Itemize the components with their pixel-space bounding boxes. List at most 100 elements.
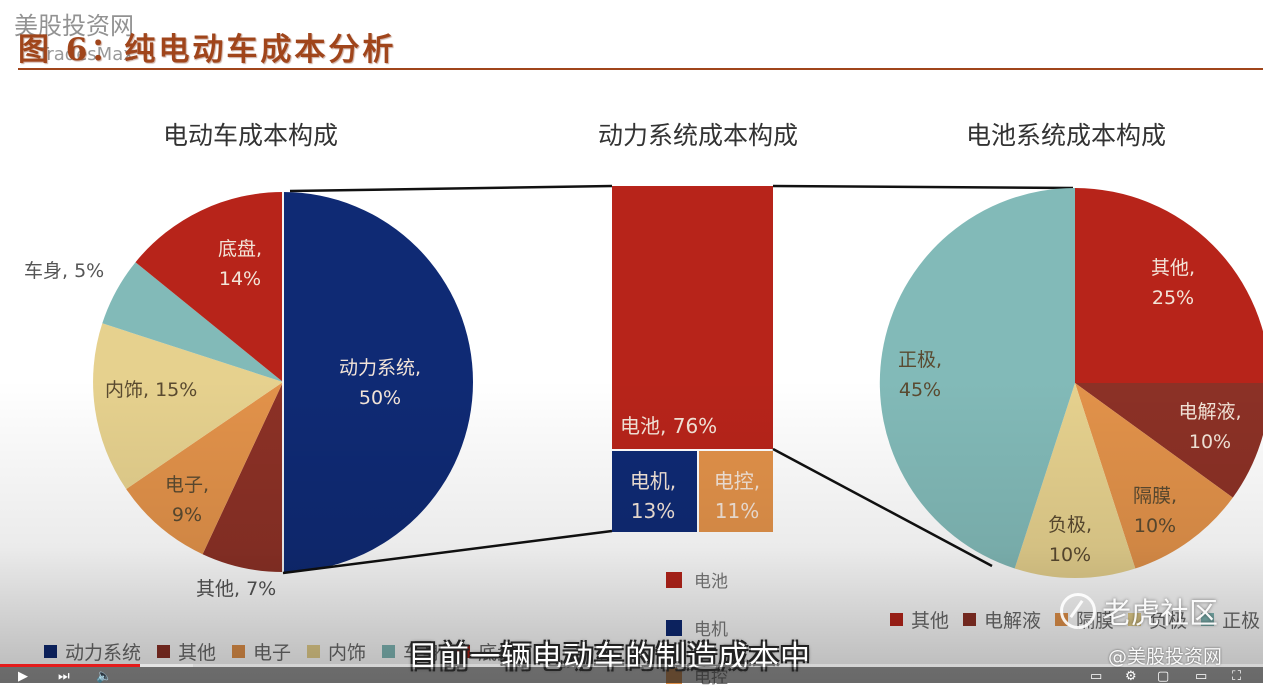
battery-label-anode: 负极, 10%: [1035, 510, 1105, 570]
legend-swatch-anode: [1128, 613, 1142, 626]
progress-played[interactable]: [0, 664, 140, 667]
battery-label-cathode-name: 正极,: [897, 349, 943, 371]
car-label-other: 其他, 7%: [196, 578, 277, 600]
car-chart-title: 电动车成本构成: [163, 121, 339, 150]
watermark-top: 美股投资网: [14, 12, 134, 40]
legend-item-electronics: 电子: [253, 642, 292, 664]
battery-label-cathode-pct: 45%: [898, 379, 942, 401]
car-label-power: 动力系统, 50%: [325, 353, 435, 413]
battery-label-electrolyte-pct: 10%: [1188, 431, 1232, 453]
bar-label-motor-name: 电机,: [629, 469, 677, 493]
legend-swatch-battery-other: [890, 613, 903, 626]
battery-slice-cathode: [879, 187, 1075, 569]
car-slice-interior: [93, 323, 284, 490]
battery-label-separator-pct: 10%: [1133, 515, 1177, 537]
title-divider: [18, 68, 1263, 70]
progress-bar[interactable]: [0, 664, 1263, 667]
car-label-interior: 内饰, 15%: [105, 379, 198, 401]
car-slice-electronics: [126, 382, 283, 555]
brand-logo: 老虎社区: [1060, 590, 1218, 632]
legend-item-chassis: 底盘: [478, 642, 517, 664]
tiger-logo-icon: [1060, 593, 1096, 629]
legend-item-other: 其他: [178, 642, 217, 664]
bar-label-battery: 电池, 76%: [620, 414, 718, 438]
car-label-power-pct: 50%: [358, 387, 402, 409]
battery-label-electrolyte: 电解液, 10%: [1165, 397, 1255, 457]
legend-swatch-interior: [307, 645, 321, 658]
battery-label-other: 其他, 25%: [1133, 253, 1213, 313]
watermark-bottom: @美股投资网: [1108, 646, 1223, 668]
legend-swatch-motor: [666, 619, 682, 636]
legend-swatch-other: [157, 645, 171, 658]
bar-label-control-pct: 11%: [714, 499, 760, 523]
subtitles-icon[interactable]: ▭: [1090, 669, 1103, 684]
car-label-chassis-pct: 14%: [218, 268, 262, 290]
battery-chart-title: 电池系统成本构成: [966, 121, 1167, 150]
theater-mode-icon[interactable]: ▭: [1195, 669, 1208, 684]
powertrain-legend-battery: 电池: [666, 567, 728, 592]
battery-label-electrolyte-name: 电解液,: [1178, 401, 1242, 423]
legend-swatch-battery: [666, 571, 682, 588]
car-label-electronics-pct: 9%: [171, 504, 203, 526]
battery-label-cathode: 正极, 45%: [885, 345, 955, 405]
legend-item-interior: 内饰: [328, 642, 367, 664]
bar-label-control-name: 电控,: [713, 469, 761, 493]
brand-logo-text: 老虎社区: [1102, 596, 1219, 630]
car-label-electronics-name: 电子,: [164, 474, 210, 496]
legend-item-cathode: 正极: [1222, 610, 1261, 632]
car-label-electronics: 电子, 9%: [152, 470, 222, 530]
volume-icon[interactable]: 🔈: [96, 669, 113, 684]
powertrain-chart-title: 动力系统成本构成: [598, 121, 799, 150]
car-label-chassis: 底盘, 14%: [205, 234, 275, 294]
legend-swatch-electronics: [232, 645, 246, 658]
car-pie: [93, 192, 473, 573]
legend-item-electrolyte: 电解液: [984, 610, 1042, 632]
miniplayer-icon[interactable]: ▢: [1157, 669, 1170, 684]
legend-item-power: 动力系统: [65, 642, 142, 664]
battery-label-anode-pct: 10%: [1048, 544, 1092, 566]
settings-icon[interactable]: ⚙: [1125, 669, 1137, 684]
legend-item-body: 车身: [403, 642, 442, 664]
watermark-top-sub: TradesMax: [38, 44, 134, 65]
battery-label-anode-name: 负极,: [1047, 514, 1093, 536]
bar-label-motor-pct: 13%: [630, 499, 676, 523]
fullscreen-icon[interactable]: ⛶: [1232, 669, 1242, 684]
car-label-chassis-name: 底盘,: [217, 238, 263, 260]
legend-item-battery-other: 其他: [911, 610, 950, 632]
legend-item-anode: 负极: [1149, 610, 1188, 632]
battery-slice-other: [1075, 188, 1263, 383]
legend-swatch-chassis: [457, 645, 471, 658]
car-slice-other: [202, 382, 283, 573]
bar-motor-segment: [612, 451, 697, 532]
bar-label-control: 电控, 11%: [702, 466, 772, 526]
legend-swatch-cathode: [1201, 613, 1215, 626]
legend-swatch-power: [44, 645, 57, 658]
car-label-power-name: 动力系统,: [338, 357, 422, 379]
legend-item-battery: 电池: [694, 572, 728, 592]
car-slice-chassis: [135, 192, 283, 382]
battery-label-other-name: 其他,: [1150, 257, 1196, 279]
figure-title: 图 6：纯电动车成本分析: [18, 32, 397, 68]
powertrain-legend-motor: 电机: [666, 615, 728, 640]
battery-slice-anode: [1014, 383, 1136, 579]
battery-pie: [879, 187, 1263, 579]
battery-label-separator-name: 隔膜,: [1132, 485, 1178, 507]
bar-label-motor: 电机, 13%: [618, 466, 688, 526]
play-icon[interactable]: ▶: [18, 669, 28, 684]
car-legend: 动力系统 其他 电子 内饰 车身 底盘: [44, 638, 516, 665]
car-slice-body: [102, 262, 283, 382]
next-icon[interactable]: ⏭: [58, 669, 70, 684]
battery-slice-electrolyte: [1075, 383, 1263, 498]
legend-swatch-body: [382, 645, 396, 658]
legend-swatch-electrolyte: [963, 613, 977, 626]
car-slice-power: [283, 192, 473, 572]
legend-item-motor: 电机: [694, 620, 728, 640]
battery-label-separator: 隔膜, 10%: [1120, 481, 1190, 541]
battery-slice-separator: [1075, 383, 1233, 569]
bar-control-segment: [699, 451, 773, 532]
player-control-bar: [0, 667, 1263, 683]
car-label-body: 车身, 5%: [24, 260, 105, 282]
bar-battery-segment: [612, 186, 773, 449]
